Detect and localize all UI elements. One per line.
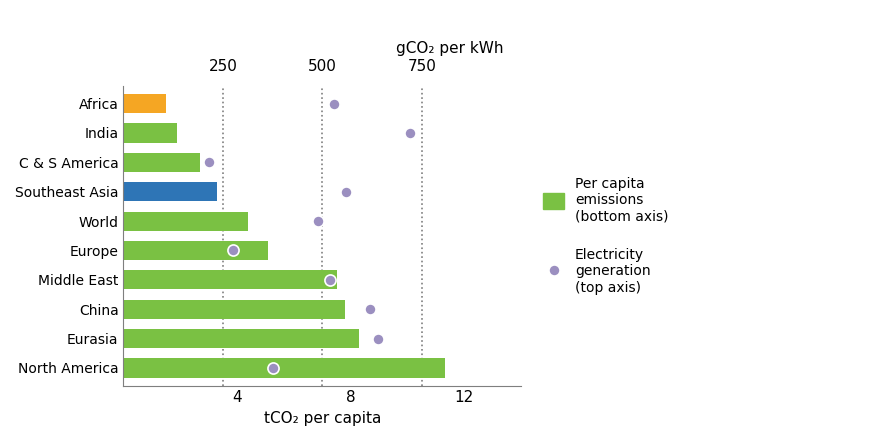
Bar [123, 153, 200, 172]
Text: gCO₂ per kWh: gCO₂ per kWh [395, 41, 503, 56]
Text: 250: 250 [209, 59, 237, 74]
Legend: Per capita
emissions
(bottom axis), Electricity
generation
(top axis): Per capita emissions (bottom axis), Elec… [535, 170, 674, 302]
Text: 500: 500 [308, 59, 336, 74]
Bar [123, 123, 177, 142]
Text: 750: 750 [407, 59, 435, 74]
X-axis label: tCO₂ per capita: tCO₂ per capita [263, 411, 381, 426]
Bar [123, 241, 268, 260]
Bar [123, 270, 336, 289]
Bar [123, 94, 166, 113]
Bar [123, 329, 359, 348]
Bar [123, 182, 217, 201]
Bar [123, 212, 249, 231]
Bar [123, 359, 444, 377]
Bar [123, 300, 345, 319]
